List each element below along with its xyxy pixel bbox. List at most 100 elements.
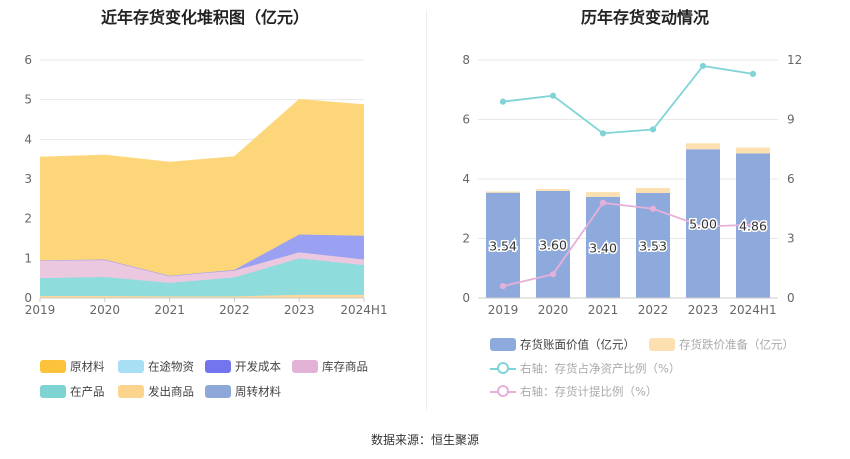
legend-item[interactable]: 发出商品 — [118, 384, 194, 399]
legend-swatch — [205, 360, 231, 373]
legend-swatch — [40, 360, 66, 373]
legend-item[interactable]: 右轴：存货占净资产比例（%） — [490, 361, 681, 376]
area-series — [40, 234, 364, 276]
y-right-tick-label: 6 — [787, 172, 795, 186]
legend-swatch — [490, 338, 516, 351]
bar-data-label: 3.53 — [639, 238, 667, 253]
line-provision-ratio — [502, 201, 754, 287]
bar-impairment-reserve — [486, 191, 520, 193]
bar-impairment-reserve — [736, 147, 770, 154]
legend-label: 存货账面价值（亿元） — [520, 337, 635, 352]
left-chart-title: 近年存货变化堆积图（亿元） — [100, 8, 309, 27]
legend-item[interactable]: 开发成本 — [205, 359, 281, 374]
x-tick-label: 2024H1 — [729, 303, 776, 317]
line-point — [599, 130, 607, 137]
legend-marker — [497, 385, 509, 397]
legend-label: 在产品 — [70, 384, 105, 399]
data-source-note: 数据来源：恒生聚源 — [370, 433, 479, 447]
legend-item[interactable]: 原材料 — [40, 359, 105, 374]
y-tick-label: 2 — [24, 212, 32, 226]
y-tick-label: 3 — [24, 172, 32, 186]
y-right-tick-label: 9 — [787, 113, 795, 127]
x-tick-label: 2021 — [588, 303, 619, 317]
x-tick-label: 2023 — [688, 303, 719, 317]
x-tick-label: 2023 — [284, 303, 315, 317]
legend-swatch — [40, 385, 66, 398]
y-tick-label: 0 — [24, 291, 32, 305]
legend-label: 周转材料 — [235, 384, 281, 399]
line-point — [699, 62, 707, 70]
legend-item[interactable]: 右轴：存货计提比例（%） — [490, 384, 658, 399]
bar-data-label: 3.40 — [589, 240, 617, 255]
y-tick-label: 4 — [24, 132, 32, 146]
y-right-tick-label: 0 — [787, 291, 795, 305]
legend-item[interactable]: 库存商品 — [292, 359, 368, 374]
y-right-tick-label: 12 — [787, 53, 802, 67]
legend-item[interactable]: 在产品 — [40, 384, 105, 399]
line-point — [549, 271, 557, 278]
line-point — [749, 221, 757, 228]
y-left-tick-label: 2 — [462, 232, 470, 246]
area-series-edge — [39, 99, 365, 163]
bar-data-label: 4.86 — [739, 219, 767, 234]
legend-item[interactable]: 存货账面价值（亿元） — [490, 337, 635, 352]
bar-data-label: 3.60 — [539, 237, 567, 252]
legend-item[interactable]: 在途物资 — [118, 359, 194, 374]
legend-label: 存货跌价准备（亿元） — [679, 337, 794, 352]
y-tick-label: 5 — [24, 93, 32, 107]
legend-swatch — [649, 338, 675, 351]
line-point — [699, 223, 707, 230]
legend-label: 右轴：存货占净资产比例（%） — [520, 361, 681, 376]
panel-divider — [426, 10, 427, 410]
line-point — [549, 92, 557, 99]
legend-label: 库存商品 — [322, 359, 368, 374]
bar-impairment-reserve — [586, 192, 620, 197]
x-tick-label: 2019 — [488, 303, 519, 317]
legend-label: 发出商品 — [148, 384, 194, 399]
legend-label: 开发成本 — [235, 359, 281, 374]
bar-book-value — [586, 196, 620, 298]
legend-swatch — [490, 362, 516, 375]
legend-item[interactable]: 存货跌价准备（亿元） — [649, 337, 794, 352]
area-series — [40, 99, 364, 276]
y-left-tick-label: 6 — [462, 113, 470, 127]
bar-data-label: 5.00 — [689, 217, 717, 232]
line-point — [649, 205, 657, 212]
bar-impairment-reserve — [536, 189, 570, 191]
y-tick-label: 6 — [24, 53, 32, 67]
line-point — [599, 199, 607, 206]
legend-swatch — [490, 385, 516, 398]
legend-label: 原材料 — [70, 359, 105, 374]
x-tick-label: 2022 — [638, 303, 669, 317]
bar-book-value — [486, 192, 520, 298]
line-point — [749, 70, 757, 77]
legend-marker — [497, 362, 509, 374]
line-ratio-to-net-assets — [502, 64, 754, 135]
x-tick-label: 2020 — [90, 303, 121, 317]
y-left-tick-label: 8 — [462, 53, 470, 67]
x-tick-label: 2019 — [25, 303, 56, 317]
legend-label: 在途物资 — [148, 359, 194, 374]
area-series — [40, 252, 364, 283]
legend-swatch — [118, 385, 144, 398]
bar-data-label: 3.54 — [489, 238, 517, 253]
legend-label: 右轴：存货计提比例（%） — [520, 384, 658, 399]
x-tick-label: 2022 — [219, 303, 250, 317]
legend-item[interactable]: 周转材料 — [205, 384, 281, 399]
y-right-tick-label: 3 — [787, 232, 795, 246]
legend-swatch — [118, 360, 144, 373]
x-tick-label: 2024H1 — [340, 303, 387, 317]
legend-swatch — [205, 385, 231, 398]
bar-impairment-reserve — [686, 143, 720, 150]
y-left-tick-label: 4 — [462, 172, 470, 186]
legend-swatch — [292, 360, 318, 373]
x-tick-label: 2021 — [154, 303, 185, 317]
y-left-tick-label: 0 — [462, 291, 470, 305]
right-chart-title: 历年存货变动情况 — [580, 8, 709, 27]
bar-book-value — [536, 190, 570, 298]
x-tick-label: 2020 — [538, 303, 569, 317]
bar-impairment-reserve — [636, 187, 670, 193]
line-point — [499, 283, 507, 290]
area-series — [40, 258, 364, 297]
